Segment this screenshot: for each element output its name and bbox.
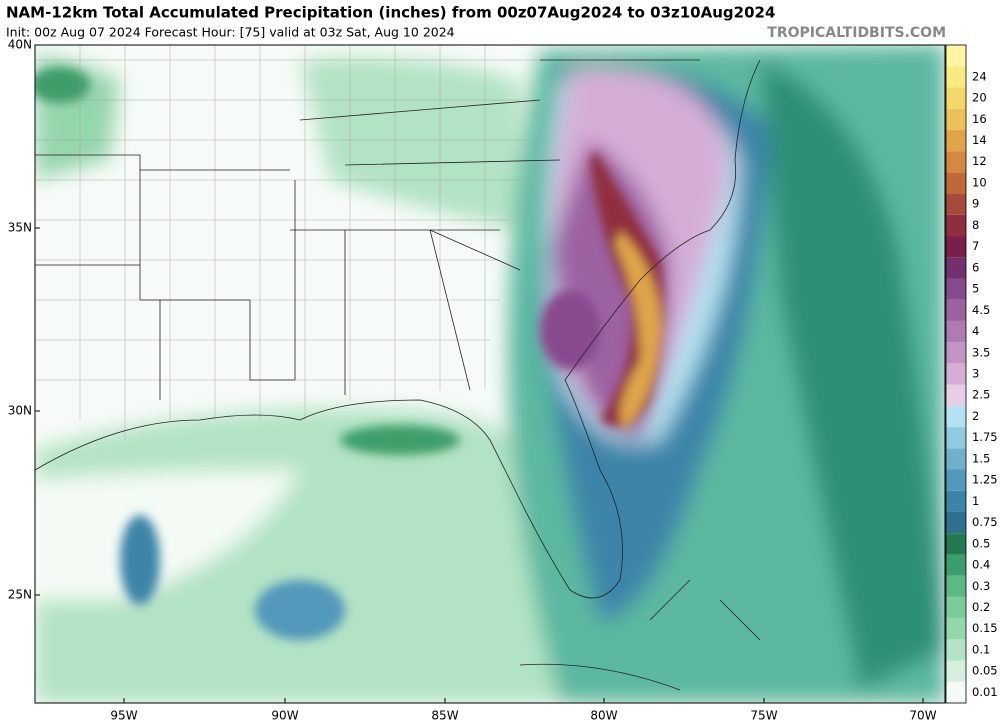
legend-label: 7 [972,239,979,253]
legend-swatch [946,490,966,512]
legend-swatch [946,596,966,619]
map-frame [34,44,946,704]
legend-swatch [946,448,966,470]
legend-swatch [946,257,966,279]
lon-label: 85W [431,709,458,723]
legend-label: 3.5 [972,345,990,359]
legend-swatch [946,681,966,703]
legend-label: 8 [972,218,979,232]
legend-swatch [946,299,966,321]
legend-label: 10 [972,175,987,189]
legend-label: 0.5 [972,536,990,550]
legend-swatch [946,618,966,640]
legend-label: 4 [972,324,979,338]
title: NAM-12km Total Accumulated Precipitation… [6,4,775,22]
legend-swatch [946,129,966,152]
lat-label: 35N [8,221,32,235]
legend-swatch [946,533,966,555]
legend-swatch [946,66,966,88]
legend-label: 2 [972,409,979,423]
legend-label: 0.15 [972,621,998,635]
legend-label: 0.01 [972,685,998,699]
legend-swatch [946,320,966,343]
legend-label: 1.5 [972,451,990,465]
legend-label: 2.5 [972,388,990,402]
legend-swatch [946,427,966,449]
legend-swatch [946,151,966,173]
legend-label: 3 [972,367,979,381]
lon-label: 80W [590,709,617,723]
lon-label: 95W [110,709,137,723]
lat-label: 30N [8,404,32,418]
lon-label: 75W [750,709,777,723]
legend-swatch [946,639,966,661]
subtitle: Init: 00z Aug 07 2024 Forecast Hour: [75… [6,25,455,40]
axes: 40N 35N 30N 25N 95W 90W 85W 80W 75W 70W [8,38,937,723]
legend-label: 0.3 [972,579,990,593]
legend-frame [945,44,967,704]
legend-swatch [946,87,966,109]
legend-label: 20 [972,91,987,105]
legend-swatch [946,236,966,258]
boundaries [35,45,761,691]
legend-label: 0.4 [972,558,990,572]
legend-swatch [946,108,966,130]
legend-swatch [946,193,966,215]
legend-label: 0.05 [972,664,998,678]
legend-swatch [946,214,966,237]
legend-label: 1 [972,494,979,508]
legend-swatch [946,469,966,491]
legend-label: 1.75 [972,430,998,444]
legend-swatch [946,511,966,534]
legend-swatch [946,384,966,406]
legend-swatch [946,575,966,597]
lon-label: 90W [271,709,298,723]
legend-swatch [946,660,966,682]
legend-label: 12 [972,154,987,168]
legend-label: 16 [972,112,987,126]
legend-label: 14 [972,133,987,147]
legend: 0.01 0.05 0.1 0.15 0.2 0.3 0.4 0.5 0.75 1 1.25 1.5 1… [945,44,998,704]
legend-label: 9 [972,197,979,211]
lon-label: 70W [909,709,936,723]
legend-label: 0.1 [972,642,990,656]
legend-label: 5 [972,282,979,296]
legend-swatch [946,405,966,428]
legend-swatch [946,363,966,385]
legend-swatch [946,342,966,364]
legend-swatch [946,172,966,194]
legend-label: 4.5 [972,303,990,317]
legend-top-swatch [946,45,966,67]
legend-swatch [946,278,966,300]
lat-label: 40N [8,38,32,52]
legend-label: 0.2 [972,600,990,614]
lat-label: 25N [8,588,32,602]
legend-label: 24 [972,69,987,83]
legend-label: 0.75 [972,515,998,529]
map [35,45,945,703]
legend-label: 1.25 [972,473,998,487]
legend-swatch [946,554,966,576]
credit: TROPICALTIDBITS.COM [767,25,946,41]
legend-label: 6 [972,260,979,274]
